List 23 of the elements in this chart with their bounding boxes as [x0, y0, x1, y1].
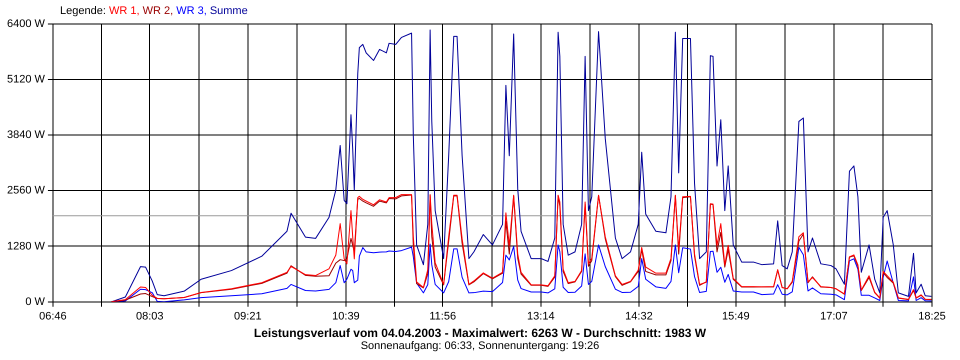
text: WR 2,	[142, 5, 174, 17]
y-tick-label: 2560 W	[6, 184, 46, 197]
text: WR 3,	[176, 5, 208, 17]
x-tick-label: 13:14	[527, 310, 555, 322]
y-tick-label: 0 W	[25, 296, 46, 308]
x-tick-label: 17:07	[820, 310, 848, 322]
x-tick-label: 14:32	[625, 310, 653, 322]
y-tick-label: 3840 W	[6, 129, 46, 142]
x-tick-label: 18:25	[918, 310, 946, 322]
text: WR 1,	[108, 5, 140, 17]
text: Leistungsverlauf vom 04.04.2003 - Maximalwert: 6263 W - Durchschnitt: 1983 W	[252, 326, 708, 340]
legend-title: Legende:	[60, 5, 107, 17]
x-tick-label: 09:21	[234, 310, 262, 322]
x-tick-label: 10:39	[332, 310, 360, 322]
y-tick-label: 6400 W	[6, 18, 46, 30]
y-tick-label: 1280 W	[6, 240, 46, 252]
x-tick-label: 08:03	[136, 310, 164, 322]
x-tick-label: 15:49	[722, 310, 750, 322]
text: Sonnenaufgang: 06:33, Sonnenuntergang: 19:26	[360, 340, 600, 353]
y-tick-label: 5120 W	[6, 74, 46, 86]
x-tick-label: 11:56	[429, 310, 456, 322]
x-tick-label: 06:46	[39, 310, 67, 322]
text: Summe	[210, 5, 248, 17]
